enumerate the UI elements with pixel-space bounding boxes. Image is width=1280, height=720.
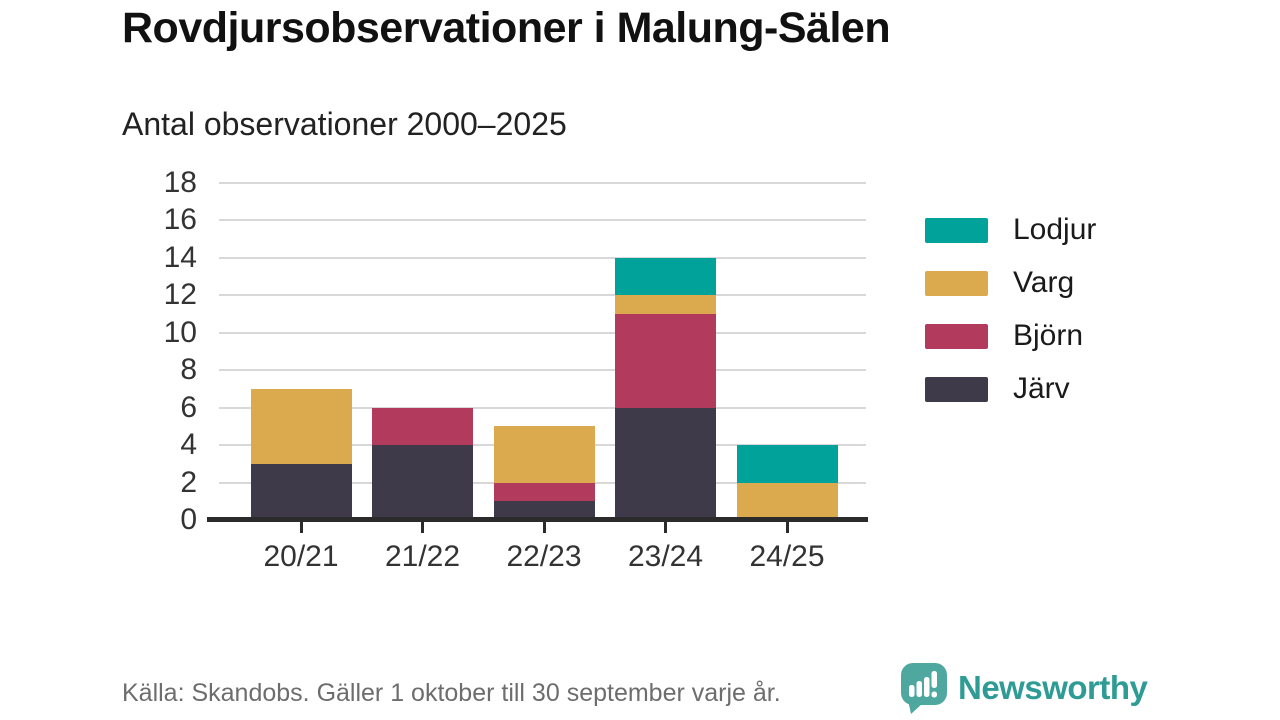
newsworthy-logo-icon: [901, 663, 947, 714]
gridline-y8: [219, 369, 866, 372]
legend-item-lodjur: Lodjur: [925, 214, 1096, 246]
y-axis-label: 4: [180, 428, 197, 462]
gridline-y14: [219, 256, 866, 259]
y-axis-label: 14: [163, 240, 197, 274]
x-axis-label: 20/21: [263, 540, 339, 573]
bar-segment-varg-23-24: [615, 295, 716, 315]
y-axis-label: 12: [163, 278, 197, 312]
y-axis-label: 2: [180, 465, 197, 499]
legend-label: Lodjur: [1013, 213, 1097, 246]
y-axis-label: 16: [163, 203, 197, 237]
bar-segment-bj-rn-21-22: [372, 407, 473, 446]
bar-segment-varg-22-23: [493, 426, 595, 483]
x-axis-tick: [299, 522, 303, 533]
bar-segment-j-rv-22-23: [493, 501, 595, 520]
y-axis-label: 8: [180, 353, 197, 387]
bar-segment-j-rv-23-24: [615, 407, 716, 520]
legend-label: Varg: [1013, 266, 1075, 299]
legend-swatch-varg: [925, 270, 988, 296]
page-title: Rovdjursobservationer i Malung-Sälen: [122, 4, 891, 52]
legend-label: Björn: [1013, 319, 1084, 352]
x-axis-tick: [542, 522, 546, 533]
bar-segment-bj-rn-22-23: [493, 482, 595, 502]
gridline-y18: [219, 182, 866, 184]
bar-segment-varg-24-25: [736, 482, 838, 520]
bar-segment-lodjur-24-25: [736, 445, 838, 483]
legend-swatch-j-rv: [925, 376, 988, 402]
legend-swatch-lodjur: [925, 217, 988, 243]
gridline-y10: [219, 331, 866, 334]
chart-legend: Lodjur Varg Björn Järv: [925, 214, 1096, 426]
x-axis-label: 23/24: [627, 540, 704, 573]
gridline-y6: [219, 406, 866, 409]
bar-segment-j-rv-20-21: [250, 463, 352, 520]
bar-segment-varg-20-21: [250, 388, 352, 464]
y-axis-label: 6: [180, 390, 197, 424]
x-axis-label: 21/22: [384, 540, 461, 573]
y-axis-label: 10: [163, 315, 197, 349]
brand-name: Newsworthy: [958, 668, 1148, 706]
chart-subtitle: Antal observationer 2000–2025: [122, 106, 567, 142]
bar-segment-bj-rn-23-24: [615, 314, 716, 408]
bar-segment-lodjur-23-24: [615, 257, 716, 296]
x-axis-label: 24/25: [749, 540, 825, 573]
y-axis-label: 0: [180, 503, 197, 536]
source-note: Källa: Skandobs. Gäller 1 oktober till 3…: [122, 679, 781, 707]
x-axis-label: 22/23: [506, 540, 582, 573]
y-axis-label: 18: [163, 166, 197, 199]
gridline-y16: [219, 219, 866, 222]
legend-item-bj-rn: Björn: [925, 320, 1096, 352]
legend-item-j-rv: Järv: [925, 373, 1096, 405]
x-axis-line: [207, 517, 868, 522]
x-axis-tick: [785, 522, 789, 533]
newsworthy-brand: Newsworthy: [898, 661, 1148, 714]
x-axis-tick: [664, 522, 667, 533]
legend-item-varg: Varg: [925, 267, 1096, 299]
gridline-y12: [219, 294, 866, 297]
legend-swatch-bj-rn: [925, 323, 988, 349]
x-axis-tick: [421, 522, 424, 533]
bar-segment-j-rv-21-22: [372, 445, 473, 520]
legend-label: Järv: [1013, 372, 1070, 405]
